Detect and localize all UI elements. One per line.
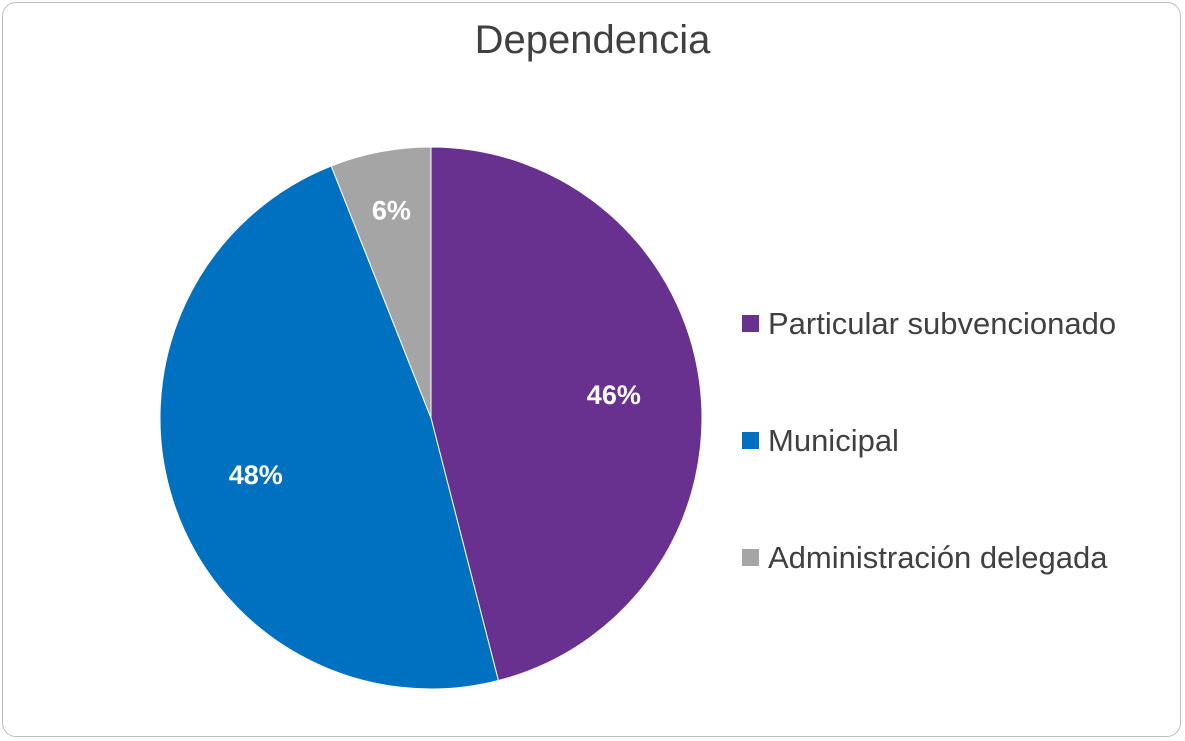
legend-swatch <box>742 549 759 566</box>
legend-label: Administración delegada <box>768 539 1108 575</box>
data-label-particular-subvencionado: 46% <box>587 380 641 410</box>
legend-label: Municipal <box>768 422 899 458</box>
data-label-administracion-delegada: 6% <box>372 195 411 225</box>
legend-swatch <box>742 432 759 449</box>
pie-slice-particular-subvencionado <box>430 146 703 682</box>
pie-slice-municipal <box>159 165 500 690</box>
data-label-municipal: 48% <box>229 460 283 490</box>
chart-title: Dependencia <box>474 18 711 62</box>
legend-item-administracion-delegada: Administración delegada <box>742 499 1116 616</box>
legend-swatch <box>742 315 759 332</box>
legend-item-municipal: Municipal <box>742 382 1116 499</box>
legend-item-particular-subvencionado: Particular subvencionado <box>742 265 1116 382</box>
legend: Particular subvencionado Municipal Admin… <box>742 265 1116 616</box>
legend-label: Particular subvencionado <box>768 305 1117 341</box>
pie-slice-administracion-delegada <box>330 146 432 419</box>
